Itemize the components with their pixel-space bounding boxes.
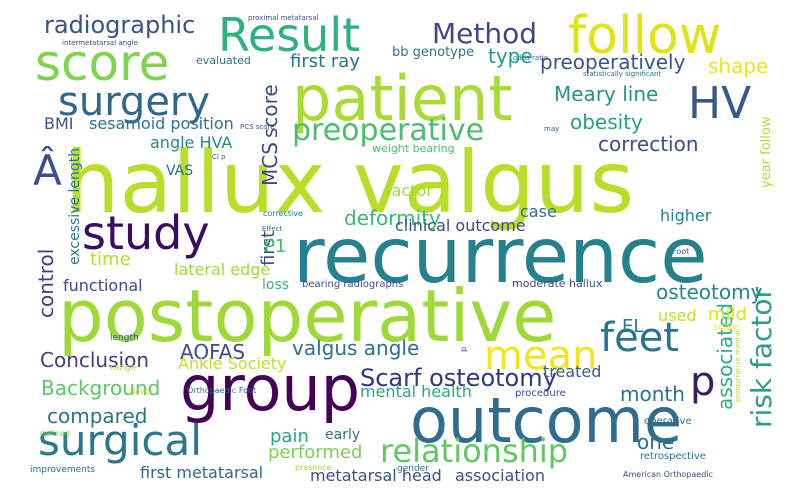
word-osteotomy: osteotomy — [656, 280, 763, 304]
word-length: length — [110, 333, 139, 343]
word-aofas: AOFAS — [180, 340, 246, 364]
word-conclusion: Conclusion — [40, 348, 149, 372]
word-gender: gender — [397, 464, 429, 474]
word-p1: P1 — [264, 236, 287, 257]
word-odds-ratio: odds ratio — [513, 54, 549, 62]
word-year-follow: year follow — [759, 116, 774, 188]
word-type: type — [488, 44, 533, 68]
word-feet: feet — [600, 315, 679, 361]
word-first-ray: first ray — [290, 51, 360, 72]
word-clinical-outcome: clinical outcome — [395, 216, 526, 235]
word-pcs-score: PCS score — [240, 123, 275, 131]
word-preoperative-large: preoperative — [292, 113, 485, 148]
word-obesity: obesity — [570, 110, 643, 134]
word-factor: factor — [386, 181, 433, 200]
word-bearing-radiographs: bearing radiographs — [302, 279, 404, 290]
word-study: study — [82, 206, 210, 260]
word-statistically-significant: statistically significant — [583, 70, 662, 78]
word-range: range — [110, 363, 137, 373]
word-improvements: improvements — [30, 465, 96, 475]
word-group: group — [180, 352, 361, 425]
word-time: time — [90, 249, 131, 270]
word-pain: pain — [270, 426, 309, 447]
word-lateral-edge: lateral edge — [174, 260, 271, 279]
word-compared: compared — [47, 404, 148, 428]
word-follow: follow — [568, 6, 722, 66]
word-shape: shape — [708, 54, 769, 78]
word-american-orthopaedic: American Orthopaedic — [623, 470, 713, 479]
word-procedure: procedure — [515, 388, 566, 399]
word-corrective: corrective — [263, 209, 303, 218]
word-case: case — [520, 202, 557, 221]
word-risk-factor: risk factor — [745, 286, 778, 428]
word-hallux-valgus: hallux valgus — [65, 133, 635, 233]
word-may: may — [544, 125, 560, 133]
word-first-metatarsal: first metatarsal — [140, 463, 264, 482]
word-excessive-length: excessive length — [67, 147, 83, 265]
word-intermetatarsal-angle: intermetatarsal angle — [62, 39, 138, 47]
word-association: association — [455, 466, 545, 485]
word-result: Result — [218, 8, 361, 62]
word-bmi: BMI — [44, 114, 74, 133]
word-preoperative-mental: preoperative mental — [734, 330, 742, 402]
word-outcome: outcome — [410, 384, 683, 457]
word-operative: operative — [644, 416, 692, 427]
word-proximal-metatarsal: proximal metatarsal — [248, 14, 319, 22]
word-meary-line: Meary line — [554, 82, 659, 106]
word-control: control — [34, 248, 58, 318]
word-functional: functional — [63, 276, 143, 295]
word-el: EL — [622, 316, 644, 337]
word-scarf-osteotomy: Scarf osteotomy — [360, 364, 557, 392]
word-preoperatively: preoperatively — [540, 50, 686, 74]
word-treated: treated — [543, 362, 602, 381]
word-method: Method — [432, 17, 538, 50]
word-defined: defined — [40, 429, 71, 438]
word-surgical: surgical — [38, 416, 202, 465]
word-correction: correction — [598, 132, 699, 156]
word-used: used — [658, 306, 697, 325]
word-revel: RevEl — [130, 387, 153, 396]
word-score: score — [35, 34, 170, 92]
word-metatarsal-head: metatarsal head — [310, 466, 442, 485]
word-p: p — [690, 359, 716, 405]
word-month: month — [620, 382, 685, 406]
word-higher: higher — [660, 206, 712, 225]
word-performed: performed — [268, 442, 363, 463]
word-relationship: relationship — [380, 432, 569, 470]
word-patient: patient — [292, 62, 513, 135]
word-evaluated: evaluated — [196, 54, 251, 67]
word-mild: mild — [708, 304, 747, 325]
word-mcs: MCS — [258, 142, 282, 186]
word-mental-health: mental health — [360, 382, 472, 401]
word-hv: HV — [688, 78, 752, 129]
word-angle-hva: angle HVA — [150, 133, 233, 152]
word-recurrence: recurrence — [293, 212, 708, 301]
word-background: Background — [41, 376, 161, 400]
word-ankle-society: Ankle Society — [178, 354, 287, 373]
word-mean: mean — [484, 333, 598, 379]
word-surgery: surgery — [58, 79, 211, 125]
word-radiographic: radiographic — [44, 11, 196, 39]
word-vas: VAS — [166, 163, 194, 179]
word-loss: loss — [262, 277, 290, 293]
word-presence: presence — [295, 463, 332, 472]
word-valgus-angle: valgus angle — [292, 336, 420, 360]
word-early: early — [325, 427, 361, 443]
word-foot: Foot — [672, 247, 690, 256]
word-retrospective: retrospective — [640, 451, 706, 462]
word-moderate-hallux: moderate hallux — [512, 277, 603, 290]
word-bb-genotype: bb genotype — [392, 45, 475, 60]
word-sesamoid-position: sesamoid position — [89, 114, 234, 133]
word-weight-bearing: weight bearing — [372, 142, 455, 155]
word-scale: scale — [713, 322, 739, 333]
word-postoperative: postoperative — [58, 274, 557, 358]
word-ci-p: CI p — [212, 153, 226, 161]
word-effect: Effect — [262, 225, 283, 233]
word-one: one — [637, 430, 675, 454]
word-orthopaedic-foot: Orthopaedic Foot — [187, 386, 257, 395]
word-deformity: deformity — [344, 206, 441, 230]
word-a-circumflex: Â — [33, 146, 62, 195]
word-p-small: p — [459, 346, 468, 352]
